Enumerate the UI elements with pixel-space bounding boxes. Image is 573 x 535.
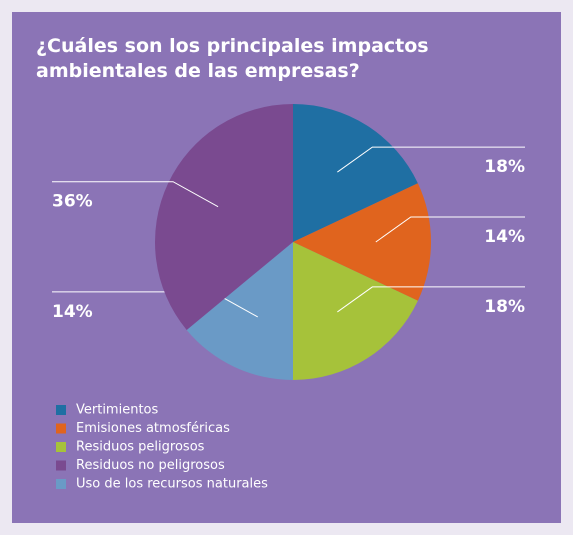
pie-slice xyxy=(186,242,293,380)
leader-line xyxy=(375,216,525,243)
data-label: 14% xyxy=(52,302,93,322)
legend-label: Uso de los recursos naturales xyxy=(76,477,268,492)
pie-slice xyxy=(293,183,432,301)
leader-line xyxy=(337,286,525,313)
legend-label: Residuos no peligrosos xyxy=(76,458,225,473)
pie-slice xyxy=(293,242,418,380)
data-label: 36% xyxy=(52,192,93,212)
data-label: 18% xyxy=(484,297,525,317)
pie-slice xyxy=(155,104,293,330)
legend-swatch xyxy=(56,442,66,452)
legend-swatch xyxy=(56,423,66,434)
legend-swatch xyxy=(56,405,66,415)
data-label: 14% xyxy=(484,227,525,247)
legend-label: Vertimientos xyxy=(76,403,158,418)
legend-label: Emisiones atmosféricas xyxy=(76,421,230,436)
data-label: 18% xyxy=(484,157,525,177)
pie-slice xyxy=(293,104,418,242)
legend-swatch xyxy=(56,479,66,489)
legend-label: Residuos peligrosos xyxy=(76,440,205,455)
chart-title: ¿Cuáles son los principales impactos amb… xyxy=(36,35,429,82)
leader-line xyxy=(52,181,219,208)
leader-line xyxy=(337,146,525,173)
legend-swatch xyxy=(56,460,66,471)
